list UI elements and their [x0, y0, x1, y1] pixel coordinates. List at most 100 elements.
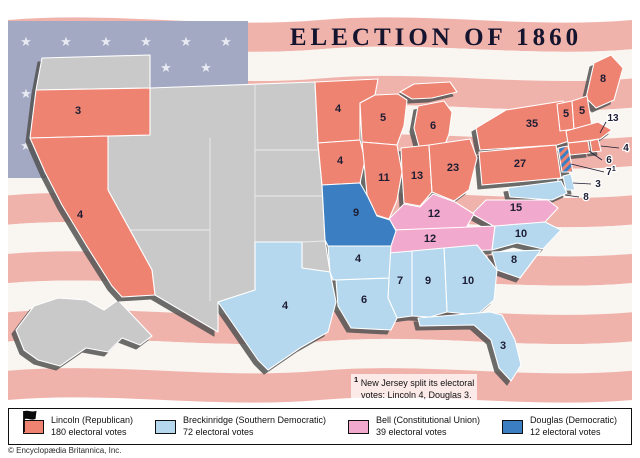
- legend-swatch-bell: [347, 419, 369, 434]
- svg-text:★: ★: [180, 35, 192, 50]
- votes-iowa: 4: [337, 155, 344, 167]
- page-title: ELECTION OF 1860: [289, 24, 583, 51]
- footnote-ref: 1: [354, 375, 359, 384]
- votes-mississippi: 7: [397, 275, 403, 287]
- svg-text:★: ★: [200, 61, 212, 76]
- state-new-york: [475, 100, 570, 151]
- votes-california: 4: [77, 209, 84, 221]
- leader-new-jersey: [570, 163, 605, 173]
- legend-candidate-lincoln: Lincoln (Republican): [51, 414, 134, 425]
- svg-text:★: ★: [20, 35, 32, 50]
- state-missouri: [321, 182, 397, 247]
- state-pennsylvania: [478, 144, 562, 186]
- territory-washington: [35, 54, 151, 91]
- state-maine: [585, 54, 624, 109]
- state-maryland: [507, 180, 568, 201]
- state-south-carolina: [491, 249, 542, 279]
- winner-flag-icon: [23, 410, 37, 432]
- votes-louisiana: 6: [361, 294, 367, 306]
- svg-text:★: ★: [140, 35, 152, 50]
- votes-kentucky: 12: [428, 208, 440, 220]
- svg-text:★: ★: [220, 35, 232, 50]
- leader-delaware: [572, 182, 592, 185]
- state-massachusetts: [565, 121, 613, 144]
- votes-texas: 4: [282, 300, 289, 312]
- votes-pennsylvania: 27: [514, 158, 526, 170]
- legend-votes-breckinridge: 72 electoral votes: [182, 426, 254, 437]
- votes-new-jersey: 71: [606, 166, 616, 178]
- electoral-vote-labels: 3 4 4 5 6 4 11 13 23 27 35 8 5 5 15 12 1…: [75, 73, 606, 352]
- svg-text:★: ★: [60, 35, 72, 50]
- legend-item-bell: Bell (Constitutional Union) 39 electoral…: [347, 415, 480, 438]
- votes-delaware: 3: [595, 179, 601, 190]
- legend-swatch-breckinridge: [154, 419, 176, 434]
- votes-vermont: 5: [563, 108, 569, 120]
- state-arkansas: [327, 245, 392, 281]
- votes-michigan: 6: [430, 120, 436, 132]
- svg-text:★: ★: [100, 35, 112, 50]
- legend-candidate-douglas: Douglas (Democratic): [529, 414, 617, 425]
- leader-maryland: [564, 194, 580, 198]
- legend: Lincoln (Republican) 180 electoral votes…: [8, 408, 632, 445]
- continental-map: [29, 54, 624, 382]
- votes-massachusetts: 13: [607, 113, 619, 124]
- state-oregon: [29, 87, 151, 139]
- footnote-line1: New Jersey split its electoral: [360, 378, 475, 388]
- legend-swatch-lincoln: [23, 410, 44, 434]
- votes-minnesota: 4: [335, 103, 342, 115]
- leader-connecticut: [588, 150, 603, 161]
- votes-florida: 3: [500, 340, 506, 352]
- votes-wisconsin: 5: [380, 112, 386, 124]
- state-ohio: [428, 138, 478, 202]
- state-iowa: [317, 139, 366, 186]
- votes-virginia: 15: [510, 202, 522, 214]
- votes-maryland: 8: [583, 192, 589, 203]
- legend-item-breckinridge: Breckinridge (Southern Democratic) 72 el…: [154, 414, 327, 438]
- state-delaware: [562, 173, 576, 191]
- leader-massachusetts: [599, 121, 607, 134]
- votes-alabama: 9: [425, 275, 431, 287]
- votes-new-york: 35: [526, 118, 538, 130]
- state-louisiana: [335, 277, 398, 331]
- alaska-territory: [15, 297, 153, 367]
- state-florida: [417, 311, 522, 382]
- votes-new-hampshire: 5: [579, 105, 585, 117]
- footnote: 1 New Jersey split its electoral votes: …: [351, 374, 478, 403]
- legend-votes-lincoln: 180 electoral votes: [51, 426, 127, 437]
- state-michigan-upper-peninsula: [399, 81, 458, 100]
- votes-georgia: 10: [462, 275, 474, 287]
- leader-rhode-island: [600, 145, 620, 149]
- legend-votes-douglas: 12 electoral votes: [529, 426, 601, 437]
- votes-oregon: 3: [75, 105, 81, 117]
- legend-item-douglas: Douglas (Democratic) 12 electoral votes: [501, 414, 617, 438]
- svg-text:★: ★: [20, 139, 32, 154]
- territory-borders: [130, 84, 326, 301]
- state-rhode-island: [589, 138, 602, 153]
- votes-rhode-island: 4: [623, 143, 629, 154]
- footnote-line2: votes: Lincoln 4, Douglas 3.: [361, 390, 472, 401]
- votes-illinois: 11: [378, 172, 390, 184]
- votes-north-carolina: 10: [515, 228, 527, 240]
- votes-arkansas: 4: [355, 253, 362, 265]
- votes-missouri: 9: [353, 207, 359, 219]
- callout-labels: 13 4 6 71 3 8: [564, 112, 630, 204]
- state-california: [29, 135, 156, 298]
- bell-color-swatch: [347, 419, 369, 434]
- legend-candidate-breckinridge: Breckinridge (Southern Democratic): [182, 414, 327, 425]
- legend-item-lincoln: Lincoln (Republican) 180 electoral votes: [23, 410, 134, 438]
- svg-text:★: ★: [20, 87, 32, 102]
- votes-south-carolina: 8: [511, 254, 517, 266]
- legend-swatch-douglas: [501, 419, 523, 434]
- state-north-carolina: [491, 221, 562, 251]
- breckinridge-color-swatch: [154, 419, 176, 434]
- douglas-color-swatch: [501, 419, 523, 434]
- state-connecticut: [567, 140, 591, 156]
- votes-connecticut: 6: [606, 155, 612, 166]
- state-texas: [217, 241, 337, 371]
- territory-alaska: [15, 297, 153, 367]
- votes-indiana: 13: [411, 170, 423, 182]
- legend-votes-bell: 39 electoral votes: [375, 426, 447, 437]
- votes-tennessee: 12: [424, 233, 436, 245]
- votes-ohio: 23: [447, 162, 459, 174]
